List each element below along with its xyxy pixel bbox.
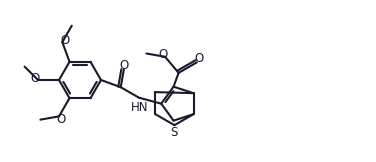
Text: O: O	[61, 34, 70, 47]
Text: O: O	[194, 52, 203, 65]
Text: HN: HN	[131, 101, 149, 114]
Text: O: O	[119, 59, 129, 72]
Text: O: O	[158, 48, 168, 61]
Text: O: O	[56, 113, 66, 126]
Text: S: S	[170, 126, 177, 139]
Text: O: O	[30, 71, 39, 85]
